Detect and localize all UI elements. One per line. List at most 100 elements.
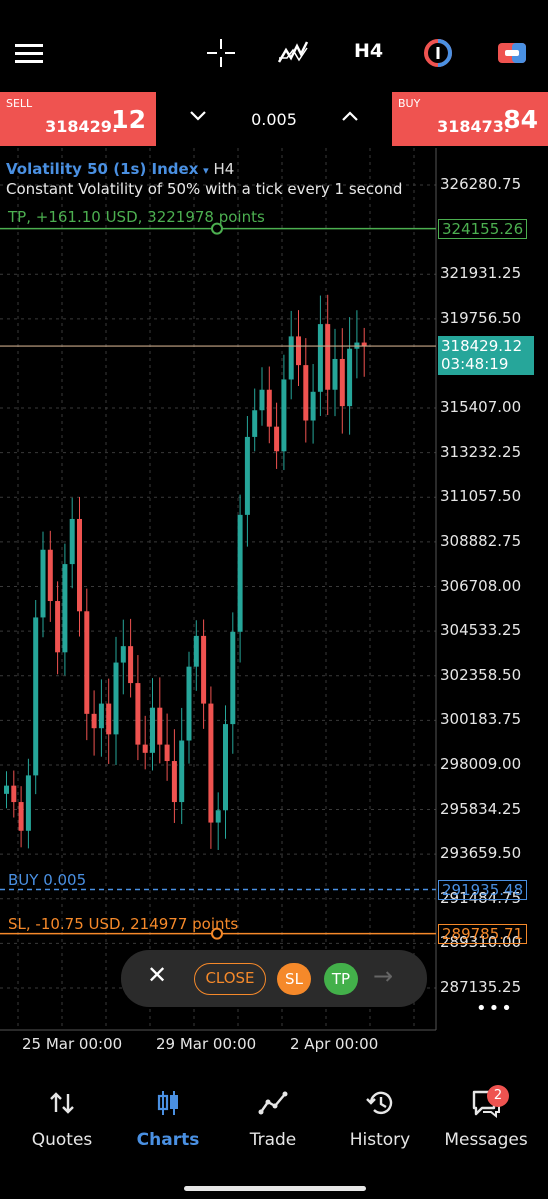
candle-body — [281, 379, 287, 452]
sl-button[interactable]: SL — [277, 963, 311, 995]
candle-body — [128, 646, 134, 684]
dismiss-close-icon[interactable]: ✕ — [147, 961, 168, 989]
price-axis-tick: 302358.50 — [440, 665, 522, 684]
symbol-dropdown-icon[interactable]: ▾ — [203, 164, 209, 177]
candle-body — [33, 617, 39, 776]
nav-charts-label: Charts — [136, 1130, 200, 1150]
tp-button[interactable]: TP — [324, 963, 358, 995]
price-axis-tick: 311057.50 — [440, 487, 522, 506]
candle-body — [77, 518, 82, 612]
candle-body — [11, 785, 17, 803]
price-axis-tick: 298009.00 — [440, 754, 522, 773]
price-axis-tick: 293659.50 — [440, 844, 522, 863]
price-chart[interactable] — [0, 148, 548, 1033]
home-indicator — [184, 1186, 366, 1191]
candle-body — [62, 564, 68, 653]
price-axis-tick: 287135.25 — [440, 978, 522, 996]
menu-icon[interactable] — [12, 36, 46, 70]
candle-body — [244, 436, 250, 515]
volume-decrease-chevron-down-icon[interactable] — [189, 108, 207, 127]
sl-price-tag: 289785.71 — [438, 924, 528, 944]
candle-body — [106, 703, 112, 735]
candle-body — [18, 802, 24, 831]
tp-handle[interactable] — [211, 222, 223, 235]
messages-icon — [431, 1082, 541, 1124]
sl-handle[interactable] — [211, 927, 223, 940]
current-price: 318429.12 — [441, 337, 523, 355]
trade-panel-toggle-icon[interactable] — [495, 36, 529, 70]
candle-body — [120, 646, 126, 663]
candle-body — [157, 707, 163, 745]
candle-body — [91, 713, 97, 729]
candle-body — [259, 389, 265, 411]
timeframe-button[interactable]: H4 — [354, 40, 384, 62]
volume-value[interactable]: 0.005 — [251, 110, 297, 129]
nav-trade[interactable]: Trade — [218, 1082, 328, 1150]
candle-body — [332, 358, 338, 390]
nav-messages-label: Messages — [444, 1130, 528, 1150]
candle-body — [208, 703, 214, 823]
sell-button[interactable]: SELL 318429. 12 — [0, 92, 156, 146]
tp-price-tag: 324155.26 — [438, 219, 528, 239]
candle-body — [361, 342, 367, 347]
candle-body — [325, 324, 331, 390]
time-axis-tick: 25 Mar 00:00 — [22, 1035, 123, 1053]
more-options-icon[interactable]: ••• — [476, 998, 514, 1019]
indicators-icon[interactable] — [276, 36, 310, 70]
candle-body — [237, 514, 243, 632]
candle-body — [135, 683, 141, 745]
price-axis-tick: 295834.25 — [440, 799, 522, 818]
nav-history[interactable]: History — [325, 1082, 435, 1150]
nav-trade-label: Trade — [249, 1130, 297, 1150]
charts-icon — [113, 1082, 223, 1124]
candle-body — [347, 348, 353, 407]
candle-body — [164, 744, 170, 762]
buy-line-label: BUY 0.005 — [8, 871, 87, 889]
candle-body — [223, 724, 228, 811]
position-quick-bar: ✕ CLOSE SL TP → — [121, 950, 427, 1007]
messages-badge: 2 — [487, 1085, 509, 1107]
trade-icon — [218, 1082, 328, 1124]
objects-icon[interactable] — [421, 36, 455, 70]
nav-charts[interactable]: Charts — [113, 1082, 223, 1150]
time-axis-tick: 2 Apr 00:00 — [290, 1035, 379, 1053]
candle-body — [303, 365, 309, 421]
nav-quotes-label: Quotes — [31, 1130, 93, 1150]
crosshair-icon[interactable] — [204, 36, 238, 70]
close-position-button[interactable]: CLOSE — [194, 963, 266, 995]
candle-body — [4, 785, 9, 794]
candle-body — [201, 635, 207, 704]
price-axis-tick: 306708.00 — [440, 576, 522, 595]
price-axis-tick: 308882.75 — [440, 531, 522, 550]
price-axis-tick: 304533.25 — [440, 621, 522, 640]
price-axis-tick: 291484.75 — [440, 888, 522, 907]
buy-button[interactable]: BUY 318473. 84 — [392, 92, 548, 146]
candle-body — [171, 761, 177, 803]
symbol-name[interactable]: Volatility 50 (1s) Index — [6, 160, 199, 178]
buy-price-big: 84 — [503, 105, 538, 134]
symbol-title[interactable]: Volatility 50 (1s) Index ▾ H4 — [6, 160, 234, 178]
candle-body — [40, 549, 46, 618]
candle-body — [150, 707, 155, 753]
quotes-icon — [7, 1082, 117, 1124]
price-axis-tick: 315407.00 — [440, 398, 522, 417]
sell-label: SELL — [6, 97, 33, 110]
entry-price-tag: 291935.48 — [438, 880, 528, 900]
candle-body — [69, 518, 75, 565]
volume-increase-chevron-up-icon[interactable] — [341, 108, 359, 127]
candle-body — [296, 336, 301, 366]
sell-price: 318429. — [45, 117, 118, 136]
candle-body — [215, 810, 221, 823]
nav-messages[interactable]: Messages — [431, 1082, 541, 1150]
top-toolbar: H4 — [0, 0, 548, 90]
bottom-navigation: Quotes Charts Trade History Messages — [0, 1062, 548, 1199]
candle-body — [113, 662, 119, 735]
candle-body — [98, 703, 104, 729]
candle-body — [310, 391, 316, 421]
price-axis-tick: 326280.75 — [440, 175, 522, 193]
next-arrow-icon[interactable]: → — [373, 962, 394, 990]
candle-body — [317, 324, 323, 392]
sl-line-label: SL, -10.75 USD, 214977 points — [8, 915, 239, 933]
candle-body — [288, 336, 294, 380]
nav-quotes[interactable]: Quotes — [7, 1082, 117, 1150]
